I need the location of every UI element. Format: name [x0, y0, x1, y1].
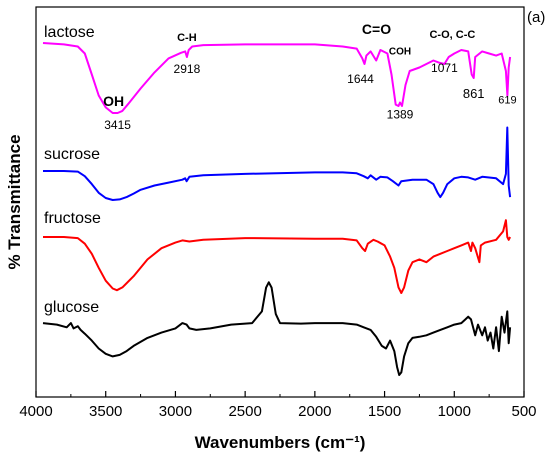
annotation-2918: 2918 [174, 62, 201, 76]
x-axis-label: Wavenumbers (cm⁻¹) [195, 433, 366, 452]
annotation-c-o: C=O [362, 21, 391, 37]
annotation-oh: OH [103, 93, 124, 109]
annotation-c-h: C-H [177, 32, 197, 44]
x-tick-label-1500: 1500 [368, 403, 401, 420]
annotations: C-H 2918 OH 3415 C=O 1644 COH 1389 C-O, C-C 1071 8… [103, 21, 516, 132]
annotation-3415: 3415 [104, 118, 131, 132]
series-line-sucrose [43, 126, 512, 201]
x-tick-label-3000: 3000 [159, 403, 192, 420]
x-tick-label-2000: 2000 [298, 403, 331, 420]
series-layer [42, 42, 512, 376]
series-line-glucose [42, 281, 512, 376]
y-axis-label: % Transmittance [5, 134, 24, 269]
series-label-glucose: glucose [44, 299, 99, 316]
series-line-fructose [43, 219, 511, 294]
x-axis: 4000 3500 3000 2500 2000 1500 1000 500 [19, 391, 537, 420]
series-label-sucrose: sucrose [44, 146, 100, 163]
annotation-c-o-c-c: C-O, C-C [429, 29, 475, 41]
annotation-1644: 1644 [347, 72, 374, 86]
x-tick-label-4000: 4000 [19, 403, 52, 420]
series-label-lactose: lactose [44, 24, 95, 41]
x-tick-label-500: 500 [511, 403, 536, 420]
series-label-fructose: fructose [44, 210, 101, 227]
annotation-861: 861 [463, 86, 485, 101]
x-tick-label-3500: 3500 [89, 403, 122, 420]
annotation-1389: 1389 [387, 108, 414, 122]
annotation-1071: 1071 [431, 61, 458, 75]
series-line-lactose [42, 42, 512, 114]
panel-label: (a) [527, 9, 545, 26]
series-labels: lactose sucrose fructose glucose [44, 24, 101, 316]
annotation-619: 619 [498, 95, 516, 107]
x-tick-label-1000: 1000 [438, 403, 471, 420]
annotation-coh: COH [389, 47, 411, 58]
x-tick-label-2500: 2500 [228, 403, 261, 420]
